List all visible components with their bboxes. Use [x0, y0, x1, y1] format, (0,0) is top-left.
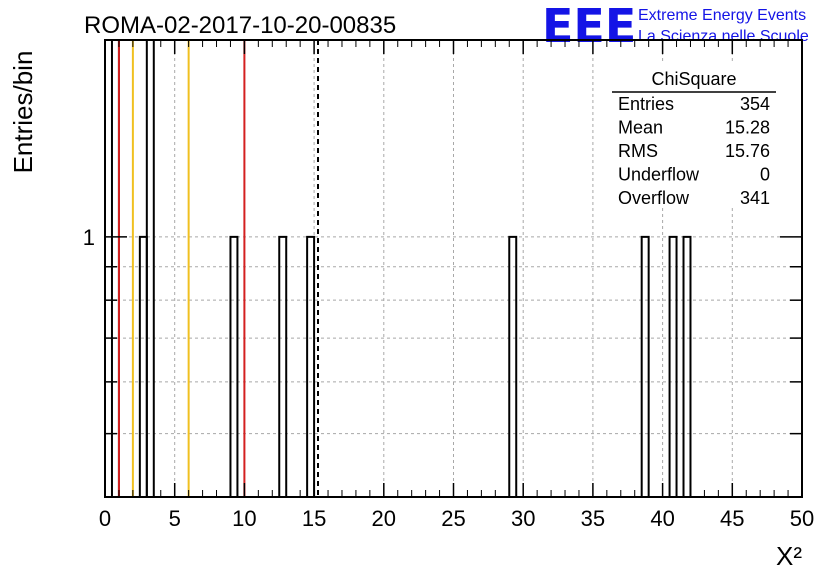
x-tick-label: 0: [99, 506, 111, 531]
histogram-bar: [145, 39, 155, 497]
x-tick-label: 20: [372, 506, 396, 531]
histogram-bar: [306, 235, 316, 497]
x-axis-title: X²: [776, 541, 802, 571]
brand-line-2: La Scienza nelle Scuole: [638, 28, 809, 45]
stats-value: 354: [740, 94, 770, 114]
histogram-bar: [668, 235, 678, 497]
histogram-bar: [682, 235, 692, 497]
histogram-bar: [278, 235, 288, 497]
chart-title: ROMA-02-2017-10-20-00835: [84, 12, 396, 39]
x-tick-label: 30: [511, 506, 535, 531]
threshold-lines: [117, 40, 320, 497]
eee-logo: EEE: [542, 0, 636, 53]
x-tick-label: 5: [169, 506, 181, 531]
x-tick-label: 40: [650, 506, 674, 531]
x-tick-label: 10: [232, 506, 256, 531]
histogram-bar: [229, 235, 239, 497]
y-axis-title: Entries/bin: [8, 51, 38, 174]
stats-value: 15.28: [725, 118, 770, 138]
x-tick-label: 35: [581, 506, 605, 531]
axis-ticks: 0 5 10 15 20 25 30 35 40 45 501: [83, 40, 814, 531]
histogram-bar: [110, 39, 120, 497]
stats-label: Entries: [618, 94, 674, 114]
stats-label: Mean: [618, 118, 663, 138]
stats-value: 15.76: [725, 141, 770, 161]
stats-value: 341: [740, 188, 770, 208]
x-tick-label: 50: [790, 506, 814, 531]
stats-label: Overflow: [618, 188, 690, 208]
stats-label: RMS: [618, 141, 658, 161]
histogram-bar: [640, 235, 650, 497]
stats-value: 0: [760, 165, 770, 185]
stats-box-background: [610, 64, 778, 206]
y-tick-label: 1: [83, 225, 95, 250]
x-tick-label: 25: [441, 506, 465, 531]
stats-rows: Entries 354 Mean 15.28 RMS 15.76 Underflow 0 Ove…: [618, 94, 770, 208]
histogram-bars: [105, 39, 692, 498]
histogram-bar: [508, 235, 518, 497]
x-tick-label: 15: [302, 506, 326, 531]
x-tick-label: 45: [720, 506, 744, 531]
stats-label: Underflow: [618, 165, 700, 185]
stats-title: ChiSquare: [651, 69, 736, 89]
histogram-bar: [138, 235, 148, 497]
brand-line-1: Extreme Energy Events: [638, 7, 806, 24]
stats-box: ChiSquare Entries 354 Mean 15.28 RMS 15.76 Und…: [610, 64, 778, 208]
